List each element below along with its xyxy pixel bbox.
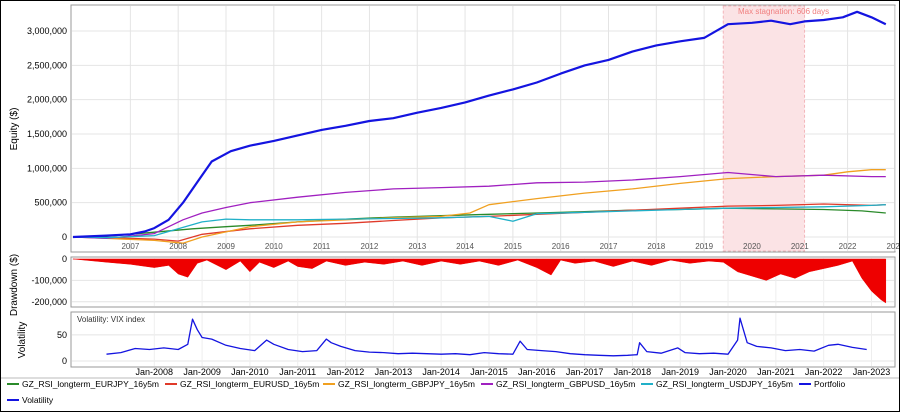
- series-line-Portfolio: [72, 10, 887, 239]
- volatility-ylabel: Volatility: [17, 322, 28, 359]
- equity-year-label: 2009: [217, 242, 235, 251]
- legend-label: Volatility: [22, 395, 54, 405]
- bottom-xtick-label: Jan-2015: [470, 367, 508, 377]
- bottom-xtick-label: Jan-2010: [231, 367, 269, 377]
- drawdown-ylabel: Drawdown ($): [9, 254, 20, 316]
- legend-label: Portfolio: [814, 379, 845, 389]
- legend-item[interactable]: GZ_RSI_longterm_GBPUSD_16y5m: [481, 379, 635, 389]
- legend-label: GZ_RSI_longterm_USDJPY_16y5m: [656, 379, 793, 389]
- equity-year-label: 2012: [361, 242, 379, 251]
- series-line-GZ_RSI_longterm_EURJPY_16y5m: [72, 207, 886, 238]
- series-line-GZ_RSI_longterm_GBPUSD_16y5m: [72, 171, 886, 240]
- equity-ytick-label: 500,000: [34, 198, 67, 208]
- equity-year-label: 2013: [408, 242, 426, 251]
- bottom-xtick-label: Jan-2013: [375, 367, 413, 377]
- drawdown-ytick-label: -200,000: [31, 297, 67, 307]
- equity-year-label: 2014: [456, 242, 474, 251]
- equity-year-label: 2021: [791, 242, 809, 251]
- bottom-xtick-label: Jan-2018: [614, 367, 652, 377]
- series-line-GZ_RSI_longterm_USDJPY_16y5m: [72, 204, 886, 239]
- bottom-xtick-label: Jan-2012: [327, 367, 365, 377]
- equity-year-label: 2015: [504, 242, 522, 251]
- equity-ylabel: Equity ($): [9, 108, 20, 151]
- equity-year-label: 2020: [743, 242, 761, 251]
- legend-item[interactable]: GZ_RSI_longterm_EURJPY_16y5m: [7, 379, 159, 389]
- volatility-ytick-label: 0: [62, 356, 67, 366]
- equity-year-label: 2008: [169, 242, 187, 251]
- legend-item[interactable]: Portfolio: [799, 379, 845, 389]
- volatility-ytick-label: 50: [57, 330, 67, 340]
- legend-item[interactable]: GZ_RSI_longterm_GBPJPY_16y5m: [323, 379, 475, 389]
- stagnation-annotation: Max stagnation: 606 days: [738, 7, 829, 16]
- bottom-xtick-label: Jan-2023: [853, 367, 891, 377]
- equity-ytick-label: 0: [62, 232, 67, 242]
- equity-year-label: 2022: [839, 242, 857, 251]
- equity-ytick-label: 3,000,000: [27, 26, 67, 36]
- equity-year-label: 2018: [647, 242, 665, 251]
- drawdown-ytick-label: 0: [62, 254, 67, 264]
- bottom-xtick-label: Jan-2021: [757, 367, 795, 377]
- legend-label: GZ_RSI_longterm_EURJPY_16y5m: [22, 379, 159, 389]
- bottom-xtick-label: Jan-2020: [709, 367, 747, 377]
- equity-year-label: 2011: [313, 242, 331, 251]
- legend-item[interactable]: GZ_RSI_longterm_USDJPY_16y5m: [641, 379, 793, 389]
- equity-ytick-label: 1,500,000: [27, 129, 67, 139]
- bottom-xtick-label: Jan-2009: [183, 367, 221, 377]
- legend-label: GZ_RSI_longterm_GBPUSD_16y5m: [496, 379, 635, 389]
- equity-ytick-label: 2,000,000: [27, 95, 67, 105]
- legend-item[interactable]: Volatility: [7, 395, 54, 405]
- volatility-panel: [70, 311, 896, 368]
- stagnation-region: [722, 5, 806, 252]
- equity-year-label: 2017: [600, 242, 618, 251]
- legend-item[interactable]: GZ_RSI_longterm_EURUSD_16y5m: [165, 379, 319, 389]
- bottom-xtick-label: Jan-2014: [422, 367, 460, 377]
- equity-year-label: 2019: [695, 242, 713, 251]
- bottom-xtick-label: Jan-2008: [136, 367, 174, 377]
- legend-label: GZ_RSI_longterm_GBPJPY_16y5m: [338, 379, 475, 389]
- bottom-xtick-label: Jan-2011: [279, 367, 316, 377]
- volatility-line: [106, 317, 867, 357]
- drawdown-ytick-label: -100,000: [31, 275, 67, 285]
- vix-inset-label: Volatility: VIX index: [77, 315, 145, 324]
- equity-ytick-label: 2,500,000: [27, 60, 67, 70]
- bottom-xtick-label: Jan-2016: [518, 367, 556, 377]
- equity-ytick-label: 1,000,000: [27, 163, 67, 173]
- equity-year-label: 2016: [552, 242, 570, 251]
- bottom-xtick-label: Jan-2017: [566, 367, 604, 377]
- equity-year-label: 2010: [265, 242, 283, 251]
- bottom-xtick-label: Jan-2019: [661, 367, 699, 377]
- drawdown-area: [72, 258, 887, 304]
- legend-label: GZ_RSI_longterm_EURUSD_16y5m: [180, 379, 319, 389]
- bottom-xtick-label: Jan-2022: [805, 367, 843, 377]
- equity-year-label: 2007: [121, 242, 139, 251]
- equity-year-label: 2023: [886, 242, 899, 251]
